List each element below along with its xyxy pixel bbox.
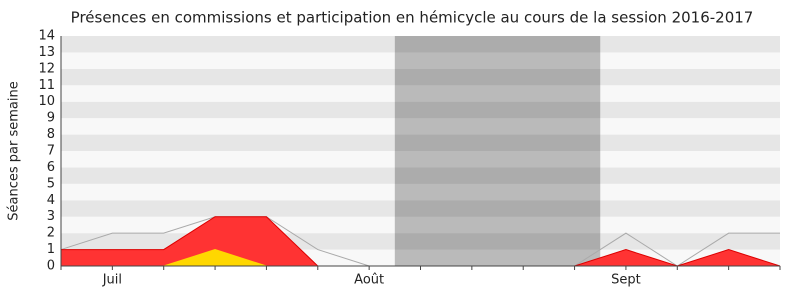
x-tick-label: Sept xyxy=(611,273,641,288)
grid-band xyxy=(61,52,780,69)
y-tick-label: 5 xyxy=(47,176,55,191)
y-tick-label: 12 xyxy=(38,61,55,76)
y-tick-label: 6 xyxy=(47,160,55,175)
grid-band xyxy=(61,183,780,201)
y-tick-label: 3 xyxy=(47,209,55,224)
y-tick-label: 11 xyxy=(38,78,55,93)
y-tick-label: 1 xyxy=(47,242,55,257)
x-tick-label: Août xyxy=(354,273,384,288)
grid-band xyxy=(61,36,780,53)
y-tick-label: 10 xyxy=(38,94,55,109)
x-tick-label: Juil xyxy=(102,273,122,288)
y-tick-label: 14 xyxy=(38,29,55,44)
y-tick-label: 4 xyxy=(47,193,55,208)
y-axis-label: Séances par semaine xyxy=(7,81,22,220)
y-tick-label: 0 xyxy=(47,259,55,274)
grid-band xyxy=(61,118,780,135)
grid-band xyxy=(61,167,780,184)
grid-band xyxy=(61,101,780,119)
y-tick-label: 9 xyxy=(47,111,55,126)
grid-band xyxy=(61,68,780,86)
y-tick-label: 13 xyxy=(38,45,55,60)
grid-band xyxy=(61,134,780,151)
shaded-span xyxy=(394,36,601,266)
y-tick-label: 7 xyxy=(47,144,55,159)
y-tick-label: 8 xyxy=(47,127,55,142)
chart-title: Présences en commissions et participatio… xyxy=(71,9,754,27)
grid-band xyxy=(61,200,780,217)
grid-band xyxy=(61,151,780,168)
grid-band xyxy=(61,85,780,102)
y-tick-label: 2 xyxy=(47,226,55,241)
